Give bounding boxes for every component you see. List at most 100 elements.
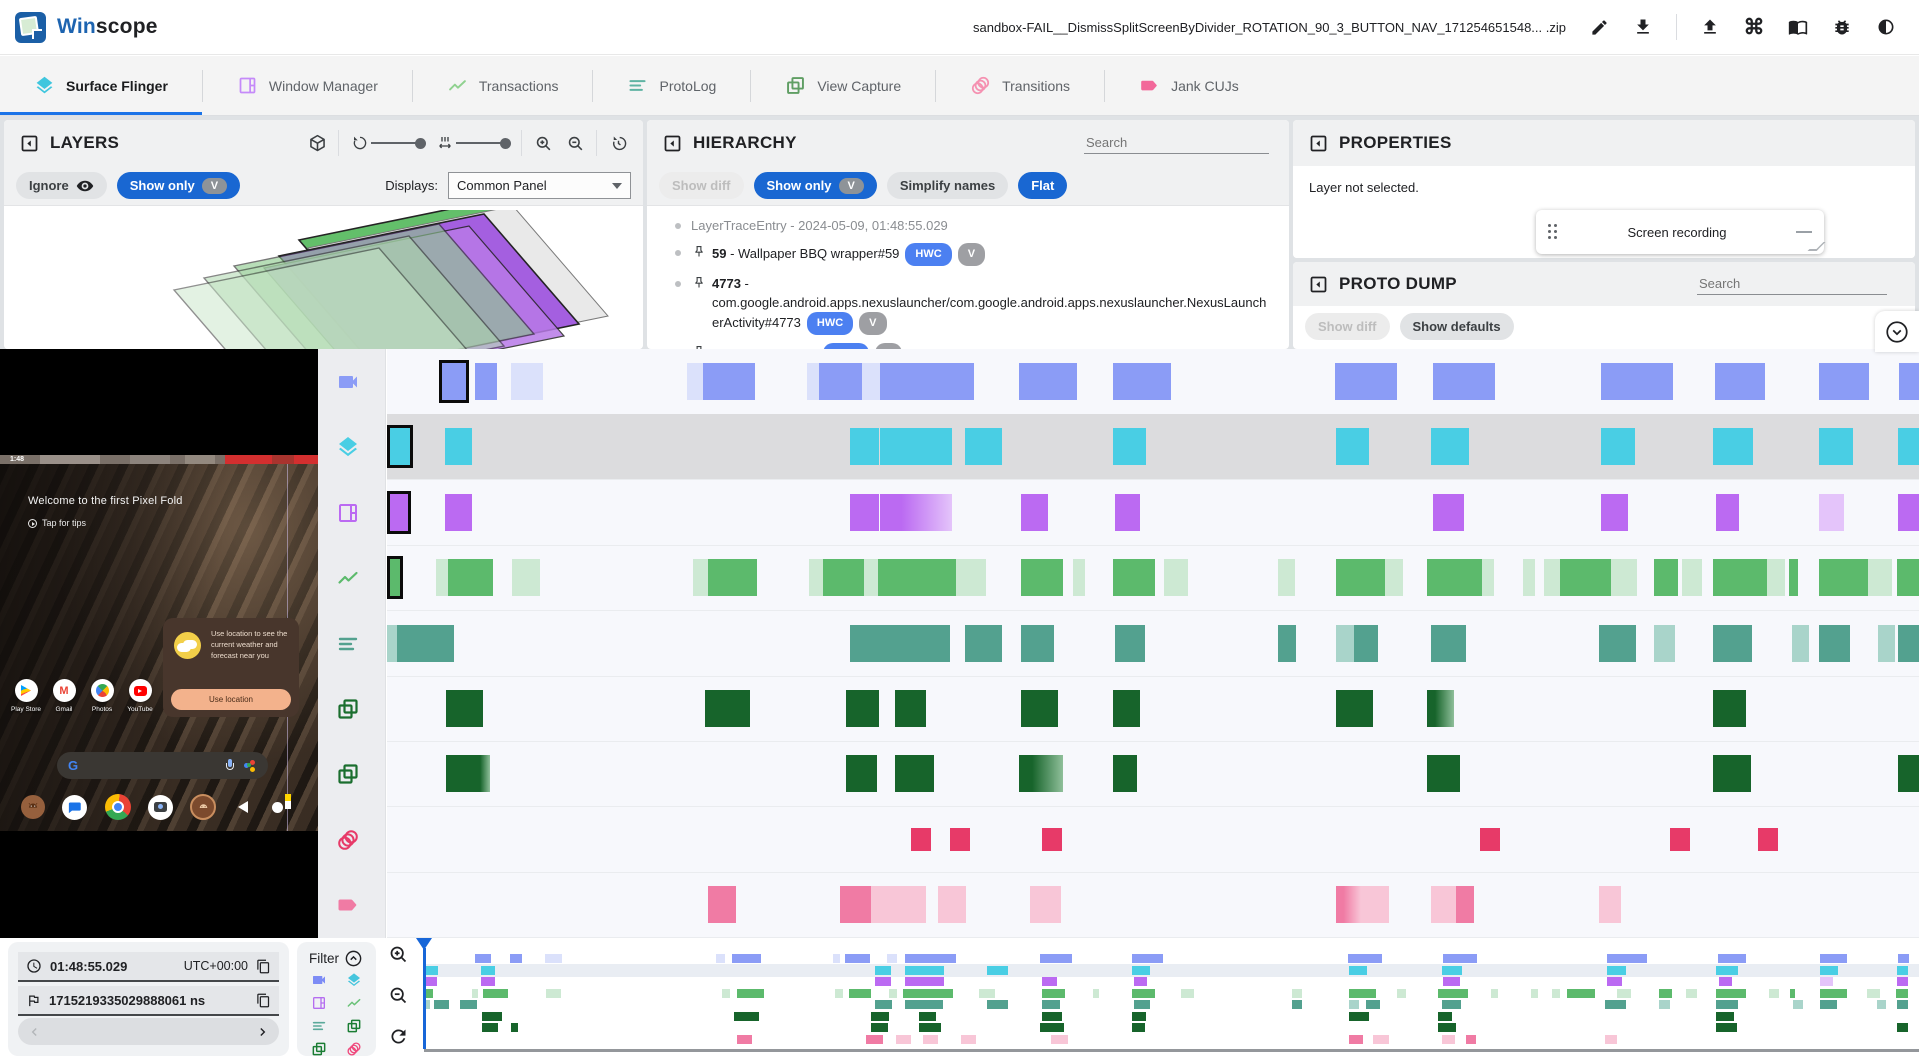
trace-entry-block[interactable] — [1433, 493, 1464, 531]
simplify-names-button[interactable]: Simplify names — [886, 172, 1009, 199]
trace-entry-block[interactable] — [1030, 886, 1061, 924]
trace-entry-block[interactable] — [445, 428, 472, 466]
trace-entry-block[interactable] — [1427, 755, 1460, 793]
trace-entry-block[interactable] — [899, 886, 926, 924]
trace-entry-block[interactable] — [1354, 624, 1378, 662]
zoom-in-button[interactable] — [388, 944, 409, 965]
trace-entry-block[interactable] — [846, 690, 879, 727]
trace-entry-block[interactable] — [871, 886, 899, 924]
trace-entry-block[interactable] — [387, 624, 397, 662]
trace-entry-block[interactable] — [1599, 886, 1621, 924]
trace-entry-block[interactable] — [809, 559, 823, 597]
trace-entry-block[interactable] — [1115, 624, 1145, 662]
trace-entry-block[interactable] — [424, 624, 454, 662]
trace-entry-block[interactable] — [1523, 559, 1535, 597]
trace-entry-block[interactable] — [512, 559, 540, 597]
trace-entry-block[interactable] — [819, 363, 865, 400]
trace-entry-block[interactable] — [445, 493, 472, 531]
trace-entry-block[interactable] — [1278, 559, 1295, 597]
tab-window-manager[interactable]: Window Manager — [203, 56, 412, 115]
hierarchy-entry-78[interactable]: 78 - StatusBar#78HWCV — [647, 339, 1289, 349]
trace-entry-block[interactable] — [956, 559, 986, 597]
trace-entry-block[interactable] — [1789, 559, 1798, 597]
trace-entry-block[interactable] — [1385, 559, 1403, 597]
human-time-field[interactable]: 01:48:55.029 UTC+00:00 — [18, 952, 279, 982]
trace-entry-block[interactable] — [807, 363, 819, 400]
hierarchy-search-input[interactable] — [1084, 132, 1269, 154]
reset-zoom-button[interactable] — [388, 1026, 409, 1047]
trace-entry-block[interactable] — [397, 624, 424, 662]
trace-entry-block[interactable] — [1431, 886, 1456, 924]
trace-entry-block[interactable] — [878, 559, 970, 597]
collapse-filter-button[interactable] — [344, 949, 363, 968]
trace-entry-block[interactable] — [1431, 428, 1469, 466]
trace-entry-block[interactable] — [1897, 559, 1919, 597]
trace-entry-block[interactable] — [1544, 559, 1560, 597]
tab-transitions[interactable]: Transitions — [936, 56, 1104, 115]
trace-entry-block[interactable] — [1431, 624, 1466, 662]
trace-entry-block[interactable] — [1427, 690, 1454, 727]
trace-entry-block[interactable] — [439, 360, 469, 403]
collapse-panel-button[interactable] — [1875, 311, 1919, 352]
trace-entry-block[interactable] — [1899, 363, 1919, 400]
filter-toggle-viewcapture-5[interactable] — [346, 1018, 362, 1034]
trace-entry-block[interactable] — [1019, 755, 1063, 793]
timeline-cursor-handle[interactable] — [416, 938, 432, 950]
trace-entry-block[interactable] — [1115, 493, 1140, 531]
trace-entry-block[interactable] — [1713, 690, 1746, 727]
trace-entry-block[interactable] — [1715, 363, 1765, 400]
screen-recording-preview[interactable]: 1:48 Welcome to the first Pixel Fold Tap… — [0, 349, 318, 938]
trace-entry-block[interactable] — [850, 428, 879, 466]
trace-entry-block[interactable] — [476, 755, 490, 793]
3d-view-icon[interactable] — [306, 132, 328, 154]
filter-toggle-videocam-0[interactable] — [311, 972, 327, 988]
trace-entry-block[interactable] — [1019, 363, 1077, 400]
copy-icon[interactable] — [256, 959, 271, 974]
edit-file-button[interactable] — [1588, 16, 1610, 38]
chevron-left-icon[interactable] — [28, 1025, 42, 1039]
trace-entry-block[interactable] — [1456, 886, 1474, 924]
trace-entry-block[interactable] — [693, 559, 708, 597]
trace-entry-block[interactable] — [1433, 363, 1495, 400]
ignore-button[interactable]: Ignore — [16, 172, 107, 199]
trace-entry-block[interactable] — [708, 559, 757, 597]
trace-entry-block[interactable] — [1599, 624, 1636, 662]
filter-toggle-transactions-3[interactable] — [346, 995, 362, 1011]
pin-icon[interactable] — [691, 275, 707, 290]
trace-entry-block[interactable] — [1898, 493, 1919, 531]
trace-entry-block[interactable] — [1021, 690, 1058, 727]
dark-mode-toggle[interactable] — [1875, 16, 1897, 38]
trace-entry-block[interactable] — [387, 490, 411, 534]
trace-entry-block[interactable] — [1758, 827, 1778, 851]
displays-select[interactable]: Common Panel — [448, 172, 631, 199]
drag-handle-icon[interactable] — [1548, 224, 1558, 240]
screen-recording-overlay-card[interactable]: Screen recording — [1536, 210, 1826, 254]
show-defaults-button[interactable]: Show defaults — [1399, 312, 1514, 340]
trace-entry-block[interactable] — [446, 755, 476, 793]
trace-entry-block[interactable] — [1336, 624, 1354, 662]
trace-entry-block[interactable] — [1113, 363, 1171, 400]
panel-drag-icon[interactable] — [1307, 273, 1329, 295]
report-bug-button[interactable] — [1831, 16, 1853, 38]
panel-drag-icon[interactable] — [661, 132, 683, 154]
filter-toggle-layers-1[interactable] — [346, 972, 362, 988]
zoom-out-3d-button[interactable] — [564, 132, 586, 154]
trace-entry-block[interactable] — [1682, 559, 1702, 597]
trace-entry-block[interactable] — [448, 559, 493, 597]
shortcuts-button[interactable]: ⌘ — [1743, 15, 1765, 39]
trace-entry-block[interactable] — [880, 493, 952, 531]
trace-entry-block[interactable] — [1482, 559, 1494, 597]
trace-entry-block[interactable] — [1336, 559, 1385, 597]
trace-entry-block[interactable] — [1601, 493, 1628, 531]
trace-entry-block[interactable] — [387, 556, 403, 600]
panel-drag-icon[interactable] — [18, 132, 40, 154]
show-diff-button[interactable]: Show diff — [659, 172, 744, 199]
chevron-right-icon[interactable] — [255, 1025, 269, 1039]
trace-entry-block[interactable] — [938, 886, 966, 924]
trace-entry-block[interactable] — [1113, 428, 1146, 466]
show-only-v-button[interactable]: Show only V — [753, 172, 877, 199]
trace-entry-block[interactable] — [950, 827, 970, 851]
trace-entry-block[interactable] — [840, 886, 871, 924]
pin-icon[interactable] — [691, 344, 707, 349]
trace-entry-block[interactable] — [705, 690, 750, 727]
